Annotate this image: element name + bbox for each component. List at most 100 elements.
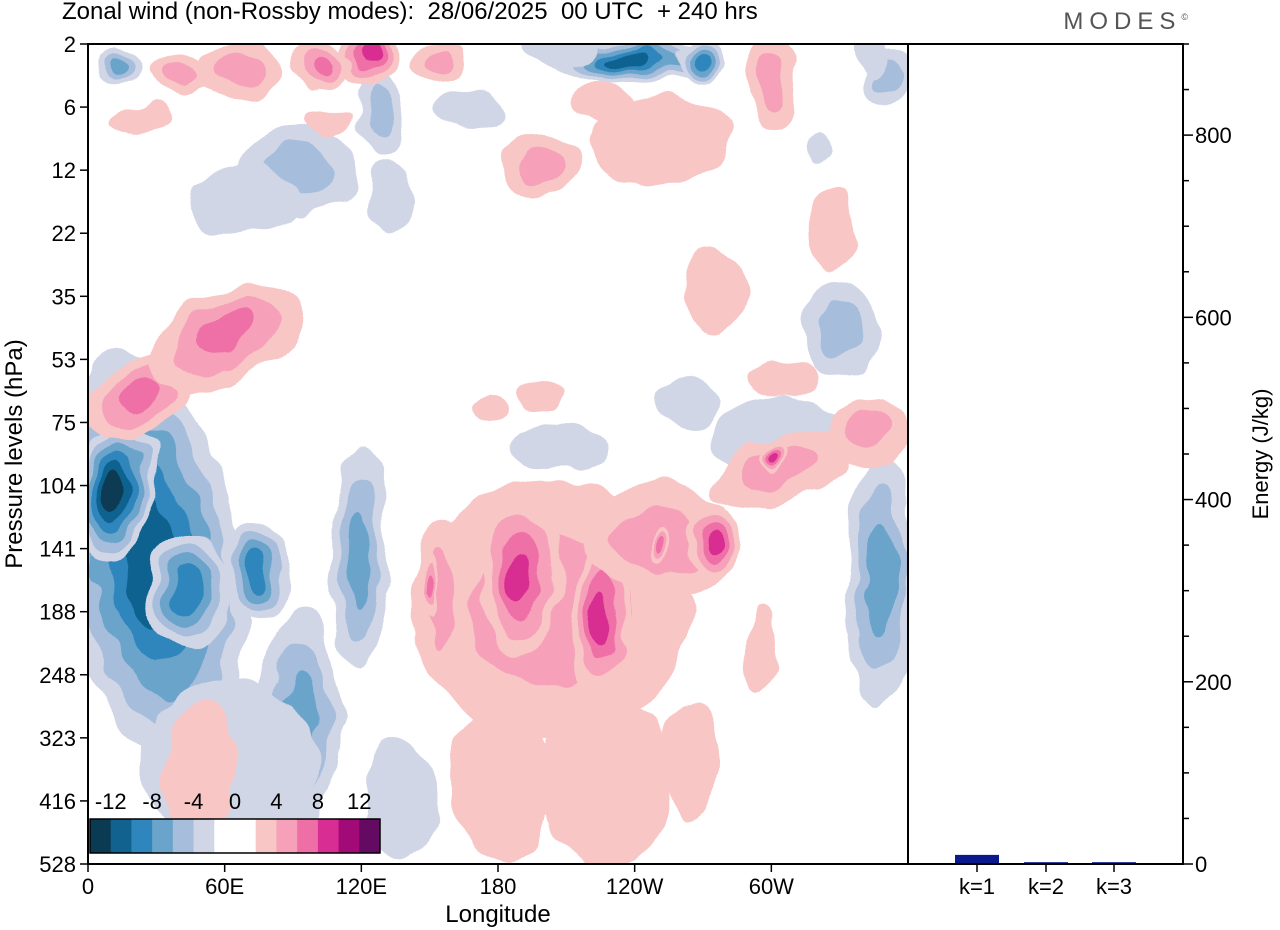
- x-tick-label: 120W: [606, 874, 664, 899]
- colorbar-swatch: [152, 819, 174, 853]
- positive-wind-contour: [740, 360, 820, 400]
- positive-wind-contour: [305, 105, 355, 135]
- energy-category-label: k=2: [1028, 874, 1064, 899]
- y-tick-label: 2: [64, 32, 76, 57]
- colorbar-swatch: [172, 819, 195, 853]
- positive-wind-contour: [450, 700, 550, 860]
- positive-wind-contour: [745, 605, 775, 695]
- x-tick-label: 60W: [749, 874, 794, 899]
- y-tick-label: 188: [39, 600, 76, 625]
- positive-wind-contour: [192, 312, 258, 358]
- negative-wind-contour: [520, 44, 600, 65]
- positive-wind-contour: [214, 55, 266, 85]
- positive-wind-contour: [307, 54, 333, 76]
- y-tick-label: 35: [52, 284, 76, 309]
- negative-wind-contour: [864, 523, 896, 637]
- energy-bar: [955, 854, 999, 864]
- energy-x-axis: k=1 k=2 k=3: [959, 864, 1132, 899]
- colorbar-swatch: [338, 819, 360, 853]
- colorbar-swatch: [131, 819, 153, 853]
- colorbar-swatch: [359, 819, 381, 853]
- colorbar-swatch: [110, 819, 132, 853]
- positive-wind-contour: [570, 80, 630, 120]
- x-tick-label: 180: [480, 874, 517, 899]
- energy-background: [908, 44, 1183, 864]
- brand-mark: ©: [1181, 12, 1188, 22]
- positive-wind-contour: [359, 44, 381, 66]
- colorbar-label: 12: [347, 789, 371, 814]
- y-axis-label: Pressure levels (hPa): [1, 339, 28, 568]
- positive-wind-contour: [426, 577, 434, 603]
- positive-wind-contour: [165, 700, 235, 840]
- negative-wind-contour: [510, 428, 610, 472]
- energy-y-tick-label: 600: [1195, 305, 1232, 330]
- positive-wind-contour: [590, 95, 730, 185]
- positive-wind-contour: [505, 546, 535, 604]
- y-tick-label: 416: [39, 789, 76, 814]
- positive-wind-contour: [540, 690, 670, 864]
- positive-wind-contour: [845, 409, 891, 451]
- y-tick-label: 528: [39, 852, 76, 877]
- x-tick-label: 0: [82, 874, 94, 899]
- y-tick-label: 104: [39, 474, 76, 499]
- y-axis: 2 6 12 22 35 53 75 104 141 188 248 323 416 528: [39, 32, 88, 877]
- negative-wind-contour: [852, 44, 888, 75]
- y-tick-label: 141: [39, 537, 76, 562]
- negative-wind-contour: [660, 375, 720, 425]
- positive-wind-contour: [805, 190, 855, 270]
- negative-wind-contour: [805, 132, 835, 168]
- colorbar-swatch: [90, 819, 112, 853]
- negative-wind-contour: [347, 512, 373, 608]
- colorbar-label: 4: [270, 789, 282, 814]
- colorbar-legend: -12 -8 -4 0 4 8 12: [89, 789, 381, 854]
- negative-wind-contour: [175, 568, 205, 612]
- y-tick-label: 53: [52, 347, 76, 372]
- colorbar-swatch: [317, 819, 340, 853]
- negative-wind-contour: [370, 160, 410, 240]
- energy-category-label: k=1: [959, 874, 995, 899]
- colorbar-swatch: [214, 819, 236, 853]
- energy-y-tick-label: 400: [1195, 488, 1232, 513]
- energy-y-tick-label: 0: [1195, 852, 1207, 877]
- positive-wind-contour: [660, 700, 720, 820]
- positive-wind-contour: [655, 537, 665, 553]
- positive-wind-contour: [162, 63, 198, 87]
- heatmap-field: [88, 44, 908, 864]
- colorbar-label: -4: [184, 789, 204, 814]
- energy-panel: k=1 k=2 k=3 0 200 400 600 800 Energy (J/kg): [908, 43, 1273, 899]
- negative-wind-contour: [246, 551, 270, 589]
- colorbar-swatch: [276, 819, 298, 853]
- x-axis: 0 60E 120E 180 120W 60W: [82, 864, 794, 899]
- y-tick-label: 22: [52, 221, 76, 246]
- y-tick-label: 75: [52, 410, 76, 435]
- colorbar-label: -12: [95, 789, 127, 814]
- colorbar-swatch: [297, 819, 319, 853]
- positive-wind-contour: [704, 528, 726, 552]
- energy-y-axis: 0 200 400 600 800: [1183, 43, 1232, 877]
- negative-wind-contour: [430, 90, 510, 130]
- positive-wind-contour: [523, 377, 567, 413]
- energy-y-tick-label: 800: [1195, 123, 1232, 148]
- x-tick-label: 60E: [205, 874, 244, 899]
- x-axis-label: Longitude: [445, 901, 550, 928]
- energy-y-tick-label: 200: [1195, 670, 1232, 695]
- positive-wind-contour: [468, 395, 512, 425]
- colorbar-label: 8: [312, 789, 324, 814]
- y-tick-label: 248: [39, 663, 76, 688]
- colorbar-swatch: [255, 819, 277, 853]
- positive-wind-contour: [769, 452, 781, 468]
- colorbar-label: -8: [142, 789, 162, 814]
- negative-wind-contour: [817, 301, 863, 359]
- positive-wind-contour: [422, 48, 458, 72]
- positive-wind-contour: [589, 592, 611, 648]
- positive-wind-contour: [755, 59, 785, 111]
- chart-title: Zonal wind (non-Rossby modes): 28/06/202…: [62, 0, 758, 25]
- negative-wind-contour: [365, 740, 435, 860]
- positive-wind-contour: [517, 147, 563, 183]
- energy-category-label: k=3: [1096, 874, 1132, 899]
- y-tick-label: 6: [64, 95, 76, 120]
- brand-name: MODES: [1063, 8, 1182, 35]
- x-tick-label: 120E: [336, 874, 387, 899]
- negative-wind-contour: [367, 84, 393, 136]
